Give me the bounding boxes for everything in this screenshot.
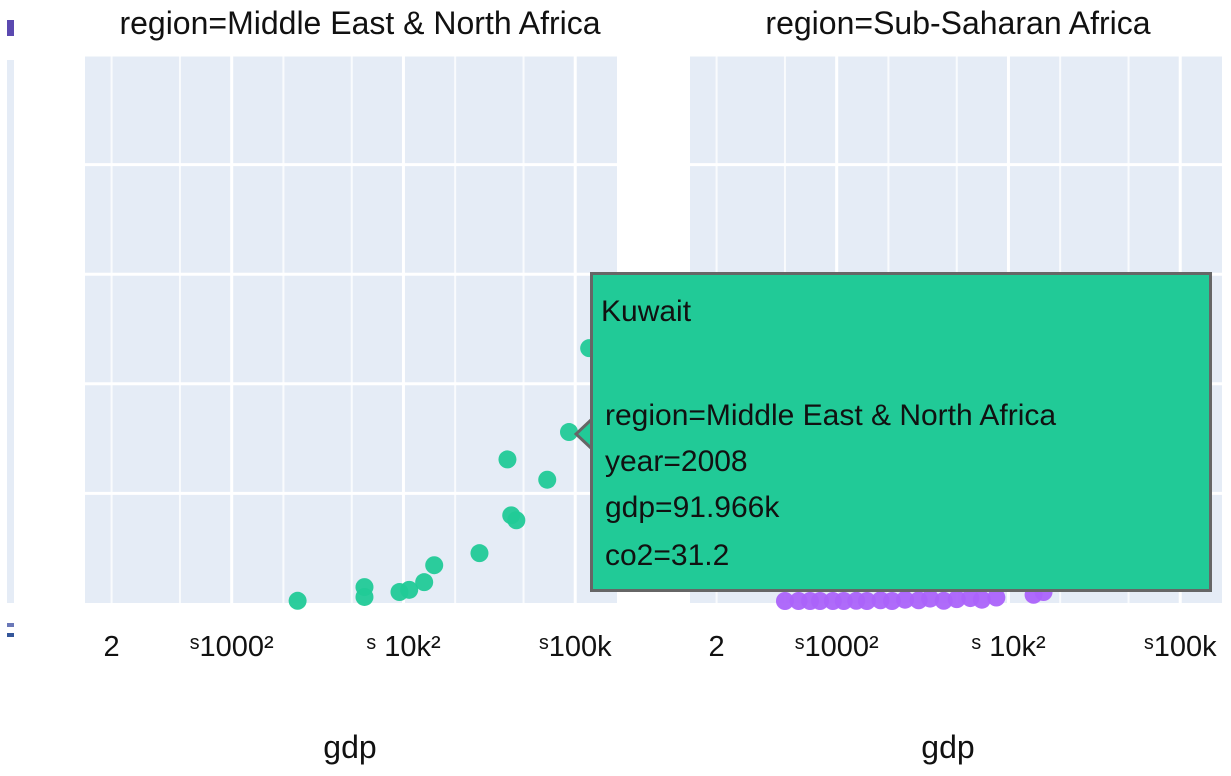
panel-0: region=Middle East & North Africa 2 ˢ1000²… (85, 5, 617, 765)
x-tick-label: ˢ1000² (190, 631, 274, 663)
data-point (425, 556, 444, 575)
data-point (947, 590, 966, 609)
tooltip-title: Kuwait (601, 295, 692, 328)
x-tick-label: ˢ100k (539, 631, 612, 663)
x-axis-title: gdp (921, 729, 974, 765)
data-point (857, 592, 876, 610)
data-point (507, 511, 526, 530)
data-point (400, 580, 419, 599)
data-point (498, 450, 517, 469)
data-point (834, 592, 853, 610)
x-tick-label: 2 (709, 631, 725, 663)
panel-title: region=Sub-Saharan Africa (765, 5, 1150, 41)
clipped-left-panel (7, 20, 14, 637)
data-point (775, 592, 794, 610)
data-point (896, 590, 915, 609)
data-point (470, 544, 489, 563)
data-point (921, 589, 940, 608)
tooltip-region: region=Middle East & North Africa (605, 399, 1057, 432)
x-tick-label: ˢ100k (1144, 631, 1217, 663)
x-tick-label: ˢ 10k² (366, 631, 441, 663)
data-point (811, 592, 830, 610)
tooltip-year: year=2008 (605, 445, 748, 478)
tooltip-gdp: gdp=91.966k (605, 491, 780, 524)
x-tick-label: 2 (104, 631, 120, 663)
data-point (355, 587, 374, 606)
data-point (415, 573, 434, 592)
x-tick-label: ˢ 10k² (971, 631, 1046, 663)
x-tick-label: ˢ1000² (795, 631, 879, 663)
hover-tooltip: Kuwait region=Middle East & North Africa… (590, 272, 1212, 592)
data-point (987, 588, 1006, 607)
x-axis-title: gdp (323, 729, 376, 765)
tooltip-co2: co2=31.2 (605, 539, 730, 572)
data-point (560, 423, 579, 442)
data-point (972, 590, 991, 609)
data-point (288, 591, 307, 610)
panel-title: region=Middle East & North Africa (119, 5, 600, 41)
data-point (883, 592, 902, 610)
data-point (538, 470, 557, 489)
